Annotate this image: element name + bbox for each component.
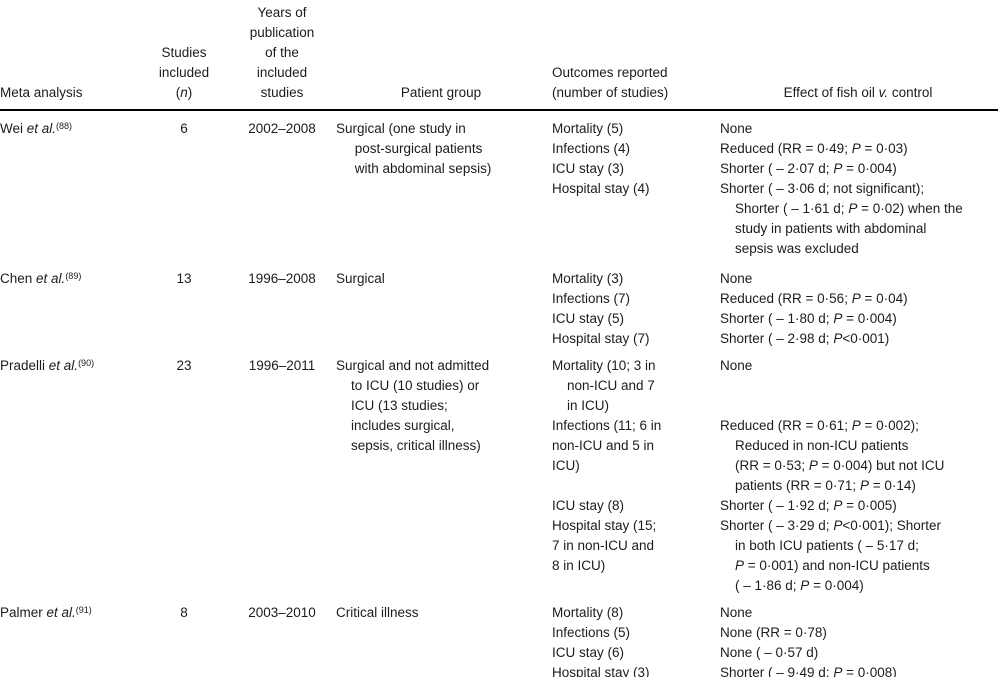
cell-meta-analysis: Chen et al.(89) xyxy=(0,270,82,286)
cell-studies-included: 23 xyxy=(176,358,192,373)
cell-studies-included: 8 xyxy=(180,605,188,620)
cell-effect: None Reduced (RR = 0·56; P = 0·04) Shorter… xyxy=(720,271,908,346)
cell-outcomes: Mortality (8) Infections (5) ICU stay (6) H… xyxy=(552,605,650,677)
cell-patient-group: Surgical (one study in post-surgical pat… xyxy=(336,121,492,176)
header-effect-of-fish-oil: Effect of fish oil v. control xyxy=(783,85,933,100)
cell-studies-included: 6 xyxy=(180,121,188,136)
cell-meta-analysis: Pradelli et al.(90) xyxy=(0,357,95,373)
cell-patient-group: Critical illness xyxy=(336,605,419,620)
table-row-palmer-et-al: Palmer et al.(91) 8 2003–2010 Critical i… xyxy=(0,603,998,677)
cell-outcomes: Mortality (3) Infections (7) ICU stay (5) H… xyxy=(552,271,650,346)
table-header: Meta analysis Studies included (n) Years o… xyxy=(0,0,998,111)
cell-years: 1996–2011 xyxy=(248,358,316,373)
table-row-chen-et-al: Chen et al.(89) 13 1996–2008 Surgical Mo… xyxy=(0,269,998,349)
table-row-pradelli-et-al: Pradelli et al.(90) 23 1996–2011 Surgica… xyxy=(0,356,998,596)
cell-patient-group: Surgical xyxy=(336,271,385,286)
cell-effect: None Reduced (RR = 0·49; P = 0·03) Shorter… xyxy=(720,121,963,256)
header-patient-group: Patient group xyxy=(400,85,482,100)
header-years-of-publication: Years of publication of the included studies xyxy=(249,5,315,100)
cell-effect: None None (RR = 0·78) None ( – 0·57 d) Shor… xyxy=(720,605,897,677)
header-studies-included: Studies included (n) xyxy=(158,45,210,100)
cell-outcomes: Mortality (10; 3 in non-ICU and 7 in ICU… xyxy=(552,358,662,573)
header-outcomes-reported: Outcomes reported (number of studies) xyxy=(552,65,669,100)
cell-studies-included: 13 xyxy=(176,271,192,286)
cell-outcomes: Mortality (5) Infections (4) ICU stay (3) H… xyxy=(552,121,650,196)
table-body: Wei et al.(88) 6 2002–2008 Surgical (one… xyxy=(0,119,998,677)
cell-meta-analysis: Palmer et al.(91) xyxy=(0,604,92,620)
cell-meta-analysis: Wei et al.(88) xyxy=(0,120,73,136)
cell-patient-group: Surgical and not admitted to ICU (10 stu… xyxy=(336,358,490,453)
cell-years: 1996–2008 xyxy=(248,271,316,286)
cell-years: 2003–2010 xyxy=(248,605,316,620)
cell-effect: None Reduced (RR = 0·61; P = 0·002); Red… xyxy=(720,358,945,593)
header-meta-analysis: Meta analysis xyxy=(0,85,83,100)
table-row-wei-et-al: Wei et al.(88) 6 2002–2008 Surgical (one… xyxy=(0,119,998,259)
cell-years: 2002–2008 xyxy=(248,121,316,136)
